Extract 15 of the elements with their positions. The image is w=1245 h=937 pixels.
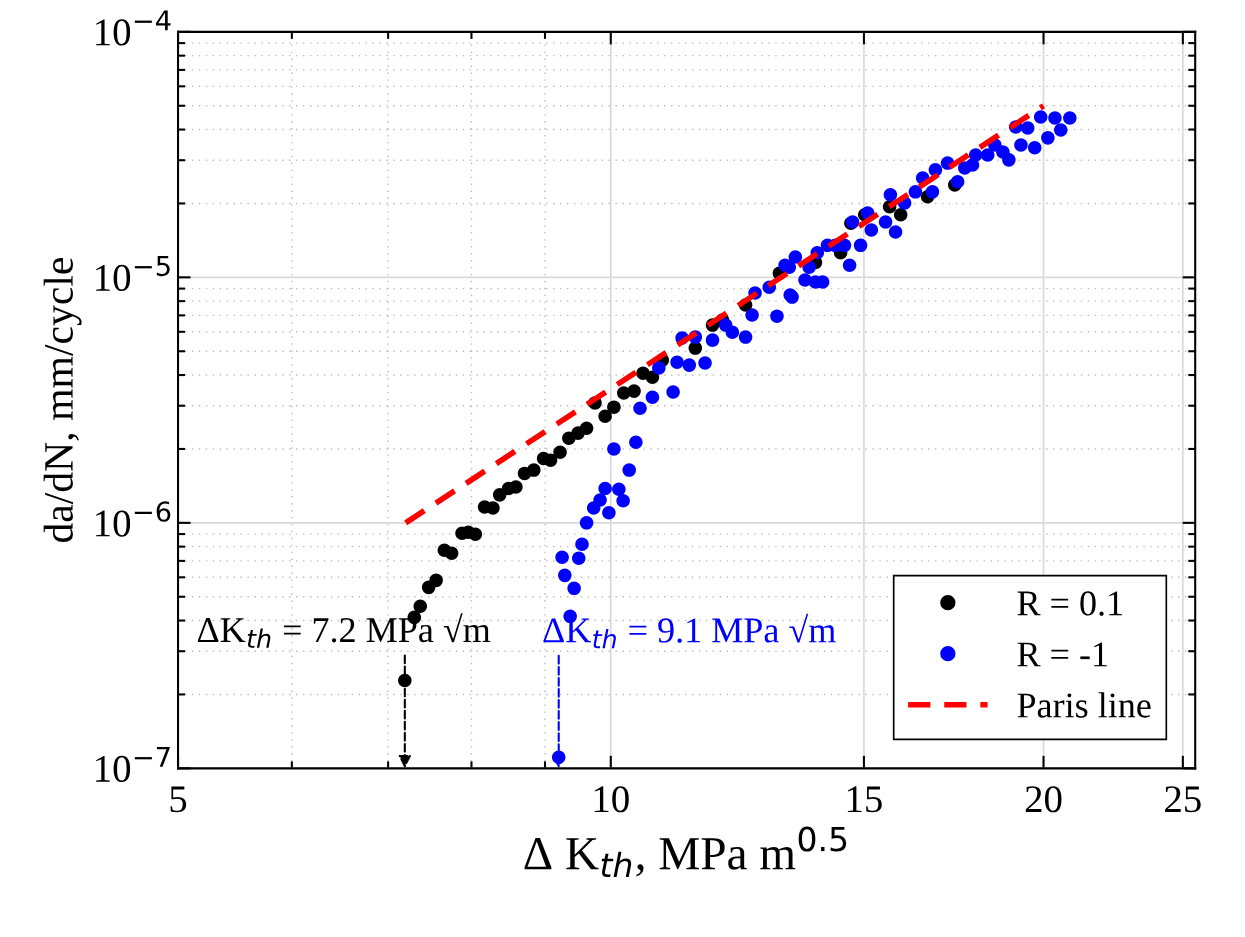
- legend-label: Paris line: [1017, 692, 1151, 718]
- y-tick-label: 10$^{−4}$: [96, 10, 171, 46]
- y-axis-title: da/dN, mm/cycle: [43, 258, 82, 543]
- annotation: ΔK$_{th}$ = 7.2 MPa √m: [197, 613, 491, 648]
- y-tick-label: 10$^{−7}$: [96, 746, 170, 783]
- x-tick-label: 20: [1025, 786, 1062, 813]
- y-tick-label: 10$^{−5}$: [96, 255, 170, 292]
- x-axis-title: Δ K$_{th}$, MPa m$^{0.5}$: [524, 826, 847, 877]
- legend-label: R = 0.1: [1017, 591, 1122, 616]
- y-tick-label: 10$^{−6}$: [96, 501, 171, 537]
- x-tick-label: 15: [847, 786, 882, 813]
- x-tick-label: 5: [170, 786, 187, 813]
- legend-label: R = -1: [1017, 642, 1107, 667]
- x-tick-label: 25: [1165, 786, 1201, 813]
- x-tick-label: 10: [594, 786, 629, 813]
